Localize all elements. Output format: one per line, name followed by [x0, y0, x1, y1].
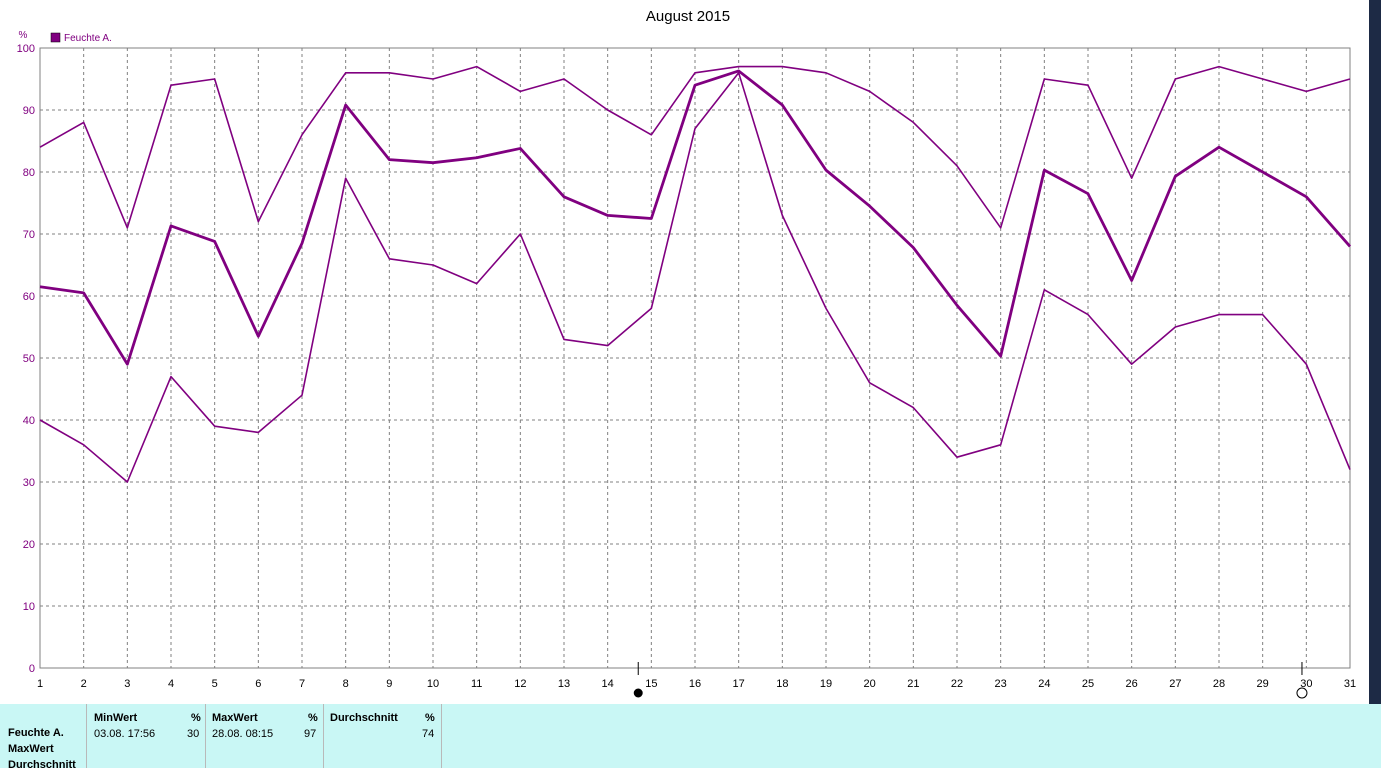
- x-tick-label: 17: [733, 678, 745, 690]
- y-tick-label: 90: [23, 105, 35, 117]
- x-tick-label: 25: [1082, 678, 1094, 690]
- new-moon-icon: [1296, 687, 1308, 699]
- series-line-avg: [39, 69, 1352, 366]
- x-tick-label: 31: [1344, 678, 1356, 690]
- y-tick-label: 30: [23, 477, 35, 489]
- legend: Feuchte A.: [50, 32, 112, 44]
- stats-panel: Feuchte A. MaxWert Durchschnitt MinWert …: [0, 704, 1369, 771]
- window-edge: [1369, 0, 1381, 768]
- x-tick-label: 15: [645, 678, 657, 690]
- stats-value: 74: [422, 728, 435, 740]
- y-axis-unit-label: %: [19, 30, 28, 41]
- y-tick-label: 10: [23, 601, 35, 613]
- stats-unit: %: [308, 712, 318, 724]
- x-tick-label: 28: [1213, 678, 1225, 690]
- x-tick-label: 26: [1126, 678, 1138, 690]
- series-line-max: [39, 65, 1351, 229]
- stats-row-label: Feuchte A.: [8, 727, 64, 739]
- x-tick-label: 7: [299, 678, 305, 690]
- y-tick-label: 50: [23, 353, 35, 365]
- x-tick-label: 20: [864, 678, 876, 690]
- x-tick-label: 6: [255, 678, 261, 690]
- x-tick-label: 23: [995, 678, 1007, 690]
- stats-unit: %: [425, 712, 435, 724]
- stats-value: 97: [304, 728, 317, 740]
- x-tick-label: 14: [602, 678, 614, 690]
- y-tick-label: 70: [23, 229, 35, 241]
- y-tick-label: 80: [23, 167, 35, 179]
- x-tick-label: 2: [81, 678, 87, 690]
- x-tick-label: 29: [1257, 678, 1269, 690]
- full-moon-icon: [633, 688, 643, 698]
- y-tick-label: 0: [29, 663, 35, 675]
- y-tick-label: 40: [23, 415, 35, 427]
- x-tick-label: 27: [1169, 678, 1181, 690]
- x-tick-label: 10: [427, 678, 439, 690]
- x-tick-label: 22: [951, 678, 963, 690]
- x-tick-label: 16: [689, 678, 701, 690]
- x-tick-label: 13: [558, 678, 570, 690]
- moon-phase-markers: [633, 662, 1308, 699]
- x-tick-label: 3: [124, 678, 130, 690]
- legend-label: Feuchte A.: [64, 33, 112, 44]
- stats-row-labels: Feuchte A. MaxWert Durchschnitt: [0, 704, 87, 771]
- x-tick-label: 9: [386, 678, 392, 690]
- x-tick-label: 24: [1038, 678, 1050, 690]
- series-line-min: [39, 72, 1351, 483]
- stats-row-label: MaxWert: [8, 743, 54, 755]
- chart-title: August 2015: [646, 8, 730, 25]
- stats-header: Durchschnitt: [330, 712, 398, 724]
- y-tick-label: 20: [23, 539, 35, 551]
- stats-column-avg: Durchschnitt % 74: [324, 704, 442, 768]
- stats-unit: %: [191, 712, 201, 724]
- stats-header: MaxWert: [212, 712, 258, 724]
- x-tick-label: 1: [37, 678, 43, 690]
- x-tick-label: 19: [820, 678, 832, 690]
- stats-column-max: MaxWert % 28.08. 08:15 97: [206, 704, 324, 768]
- y-tick-label: 100: [17, 43, 35, 55]
- x-tick-label: 5: [212, 678, 218, 690]
- x-tick-label: 18: [776, 678, 788, 690]
- y-tick-label: 60: [23, 291, 35, 303]
- stats-time: 03.08. 17:56: [94, 728, 156, 740]
- legend-swatch: [50, 32, 61, 43]
- x-tick-label: 4: [168, 678, 174, 690]
- x-tick-label: 21: [907, 678, 919, 690]
- grid: [40, 48, 1350, 668]
- x-tick-label: 8: [343, 678, 349, 690]
- x-tick-label: 11: [471, 678, 482, 690]
- stats-column-min: MinWert % 03.08. 17:56 30: [87, 704, 206, 768]
- x-tick-label: 30: [1300, 678, 1312, 690]
- series-lines: [39, 65, 1352, 483]
- stats-row-label: Durchschnitt: [8, 759, 76, 771]
- stats-header: MinWert: [94, 712, 138, 724]
- x-tick-label: 12: [514, 678, 526, 690]
- stats-time: 28.08. 08:15: [212, 728, 274, 740]
- stats-value: 30: [187, 728, 200, 740]
